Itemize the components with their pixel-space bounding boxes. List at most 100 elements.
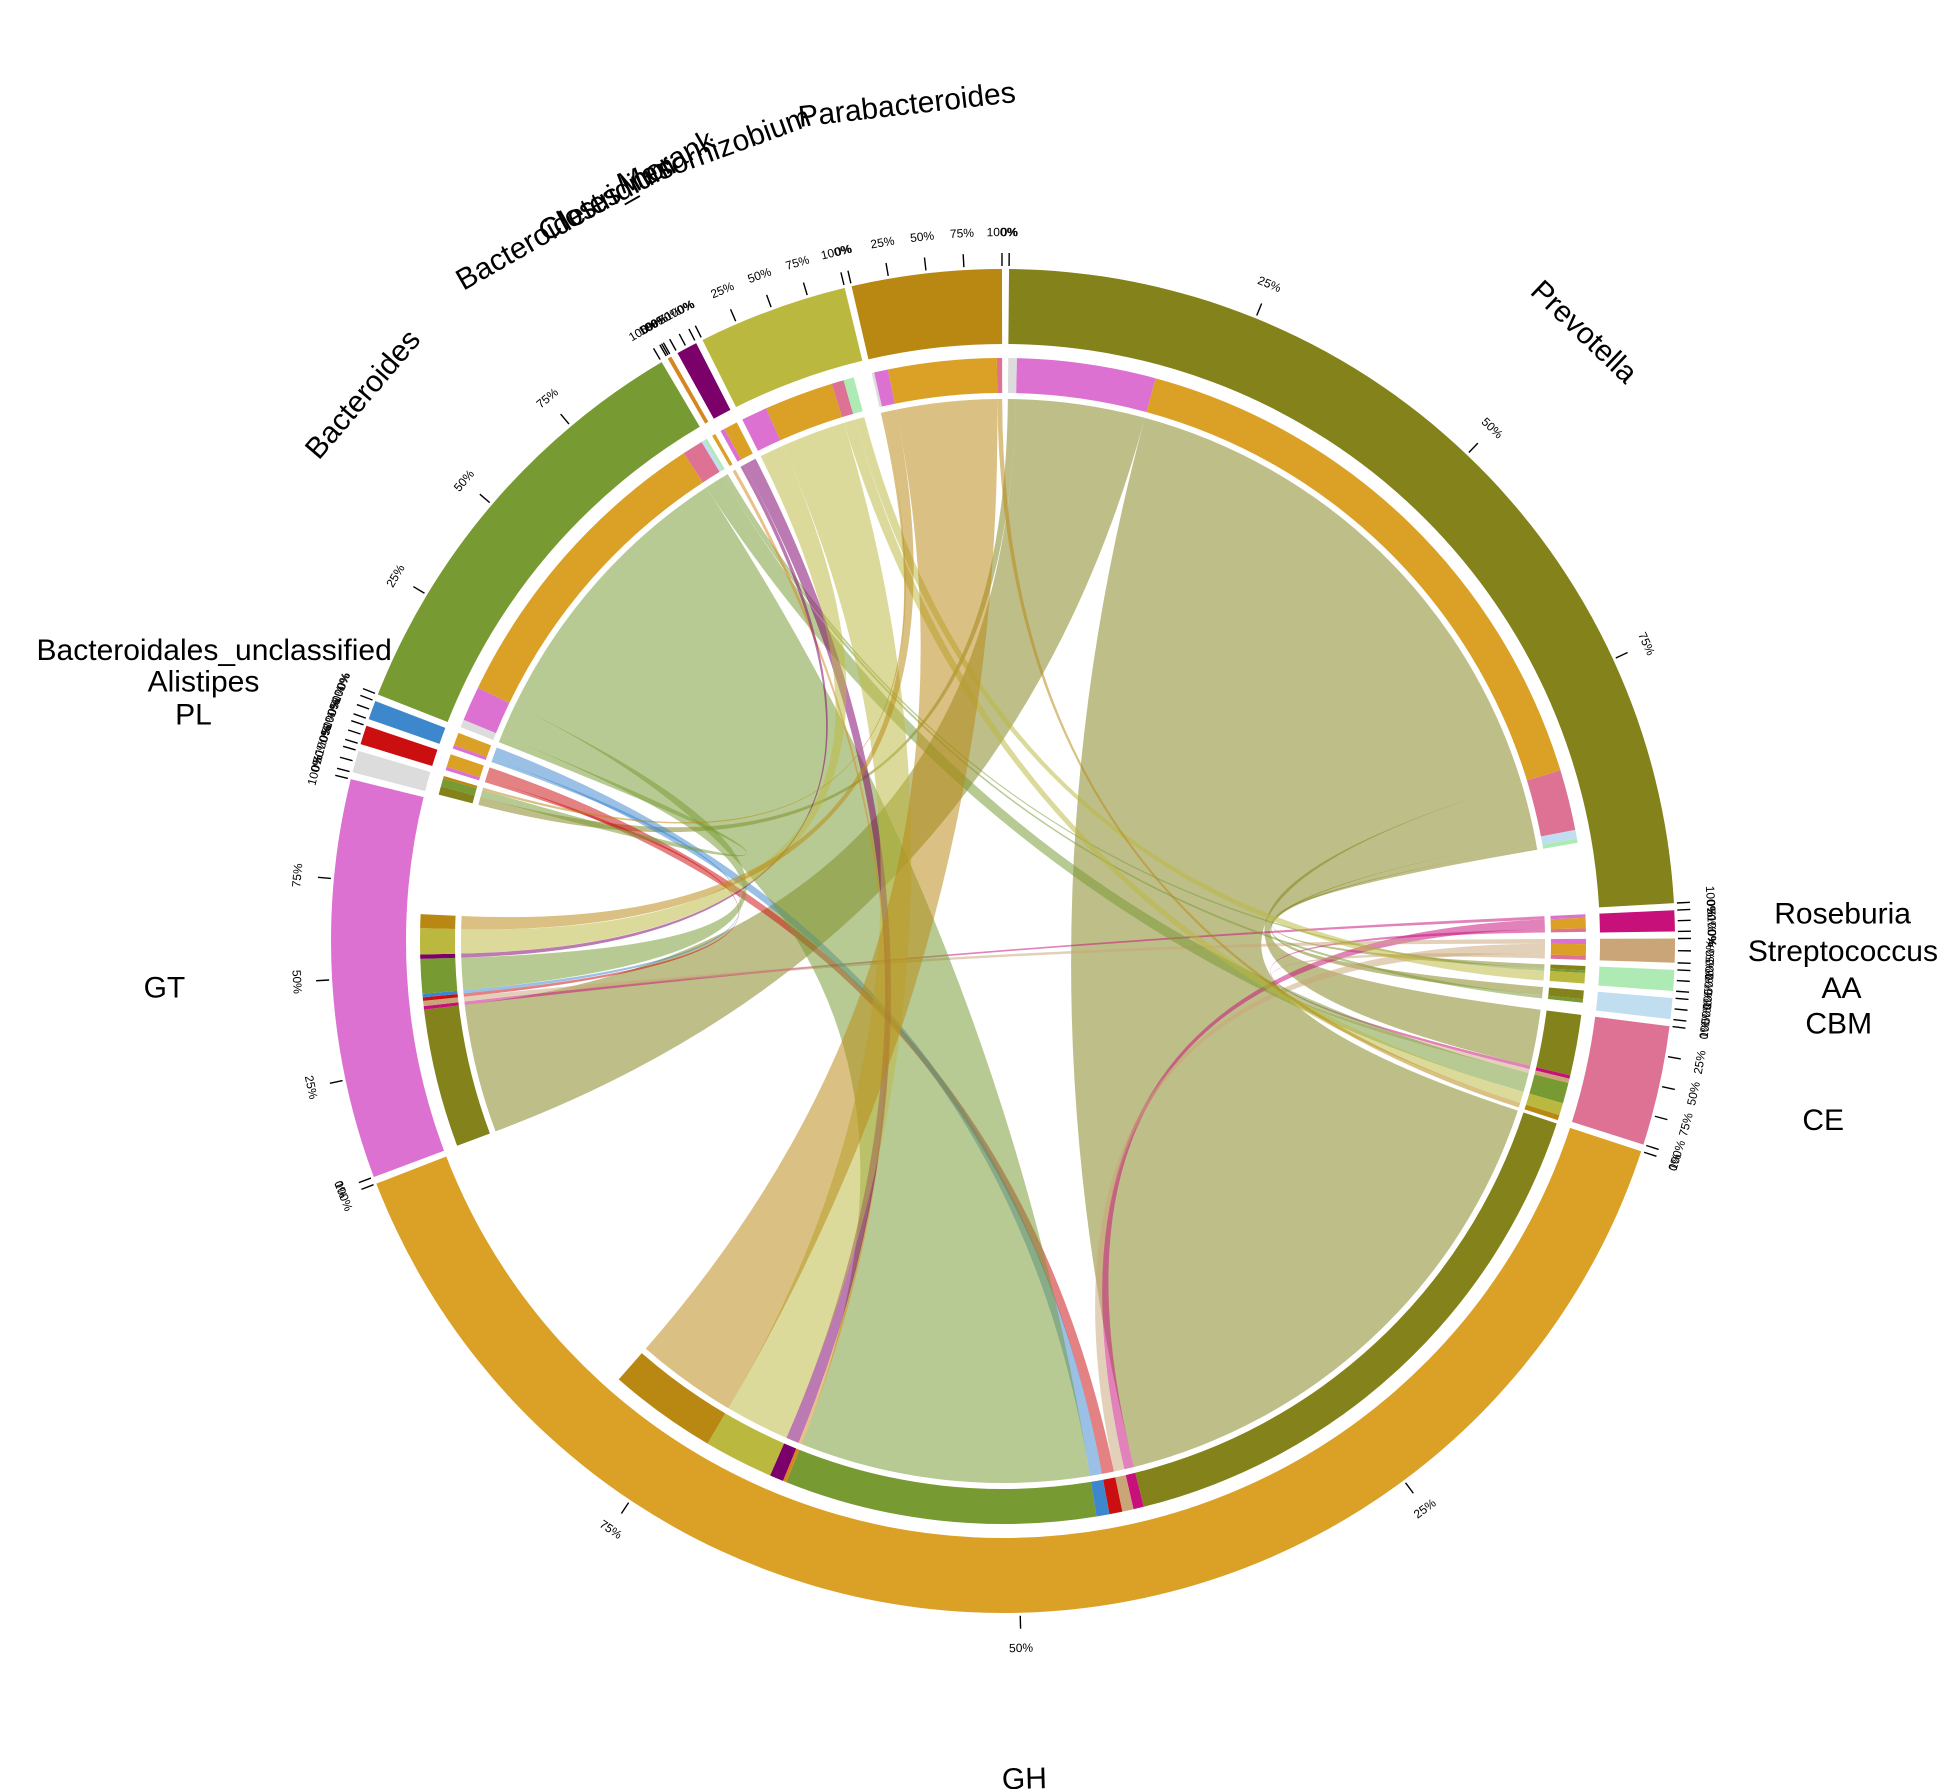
inner-seg-gh-from-bacteroides xyxy=(786,1449,1097,1524)
inner-seg-gt-from-roseburia xyxy=(423,1002,459,1010)
inner-seg-gt-from-alistipes xyxy=(422,994,458,1001)
tick-ce-3 xyxy=(1654,1115,1668,1121)
tick-label-aa-2: 50% xyxy=(1701,970,1716,995)
inner-seg-bacteroides-to-gt xyxy=(463,687,510,734)
inner-seg-mesorhizobium-to-ce xyxy=(831,380,854,418)
inner-seg-mesorhizobium-to-gh xyxy=(766,383,843,441)
tick-label-prevotella-4: 100% xyxy=(1703,885,1719,917)
inner-seg-streptococcus-to-gh xyxy=(1550,943,1586,956)
tick-label-bacteroidales-unclassified-0: 0% xyxy=(324,696,343,717)
tick-label-parabacteroides-4: 100% xyxy=(987,225,1018,239)
inner-seg-ce-from-bacteroides xyxy=(1529,1074,1569,1104)
inner-seg-ce-from-parabacteroides xyxy=(1524,1104,1560,1121)
tick-gh-0 xyxy=(1643,1151,1657,1157)
tick-parabacteroides-2 xyxy=(923,257,927,271)
inner-seg-bacteroides-to-gh xyxy=(477,453,703,703)
inner-seg-cbm-from-bacteroides xyxy=(1547,995,1584,1003)
inner-seg-bacteroidales-unclassified-to-gt xyxy=(452,745,487,761)
sector-parabacteroides xyxy=(851,269,1003,360)
tick-label-bacteroides-1: 25% xyxy=(383,562,408,590)
label-alistipes: Alistipes xyxy=(148,665,260,698)
tick-label-ce-3: 75% xyxy=(1676,1111,1696,1138)
tick-label-roseburia-0: 0% xyxy=(1704,900,1719,918)
inner-composition-track xyxy=(420,358,1586,1524)
tick-label-mesorhizobium-3: 75% xyxy=(784,252,811,272)
tick-label-parabacteroides-0: 0% xyxy=(833,242,853,260)
tick-gt-4 xyxy=(335,774,349,780)
sector-streptococcus xyxy=(1599,938,1676,963)
tick-label-bacteroides-2: 50% xyxy=(451,467,477,495)
tick-ce-0 xyxy=(1672,1025,1686,1029)
tick-aa-0 xyxy=(1677,969,1691,972)
inner-seg-gt-from-bacteroides xyxy=(420,957,458,994)
link-parabacteroides-gh xyxy=(645,399,998,1409)
tick-cbm-2 xyxy=(1674,1008,1688,1011)
tick-label-mesorhizobium-2: 50% xyxy=(746,265,774,287)
inner-seg-prevotella-to-gt xyxy=(1016,358,1156,413)
tick-bacteroides-1 xyxy=(412,585,425,594)
link-prevotella-gt xyxy=(464,399,1145,1132)
inner-seg-gh-from-clostridium xyxy=(770,1443,797,1481)
label-bacteroides: Bacteroides xyxy=(299,324,427,466)
inner-seg-gh-from-streptococcus xyxy=(1115,1475,1134,1512)
inner-seg-pl-from-bacteroides xyxy=(440,778,477,796)
inner-seg-aa-from-prevotella xyxy=(1550,964,1586,971)
inner-seg-prevotella-to-pl xyxy=(1007,358,1018,394)
label-ce: CE xyxy=(1802,1104,1844,1137)
tick-ce-2 xyxy=(1661,1085,1675,1091)
inner-seg-gt-from-prevotella xyxy=(424,1005,490,1146)
inner-seg-bacteroidales-unclassified-to-gh xyxy=(453,732,492,757)
tick-gh-3 xyxy=(620,1502,630,1514)
sector-clostridium xyxy=(677,343,731,419)
tick-alistipes-0 xyxy=(344,738,358,744)
tick-gt-2 xyxy=(316,979,330,982)
inner-seg-alistipes-to-gt xyxy=(445,766,481,781)
tick-label-cbm-2: 50% xyxy=(1698,999,1714,1025)
inner-seg-ce-from-mesorhizobium xyxy=(1525,1093,1563,1116)
tick-bacteroidetes-norank-0 xyxy=(659,344,667,357)
inner-seg-prevotella-to-ce xyxy=(1526,770,1576,837)
link-prevotella-ce xyxy=(1264,782,1541,1066)
sector-alistipes xyxy=(360,725,438,767)
tick-label-prevotella-1: 25% xyxy=(1256,273,1284,295)
tick-ce-4 xyxy=(1646,1144,1659,1151)
label-gt: GT xyxy=(144,971,186,1004)
tick-label-prevotella-3: 75% xyxy=(1635,630,1658,658)
tick-alistipes-2 xyxy=(347,729,361,735)
inner-seg-bacteroides-to-aa xyxy=(704,438,725,471)
tick-label-gt-0: 0% xyxy=(331,1179,350,1200)
sector-ce xyxy=(1571,1016,1670,1145)
inner-seg-parabacteroides-to-gt xyxy=(874,369,895,407)
inner-seg-parabacteroides-to-ce xyxy=(996,358,1003,394)
label-streptococcus: Streptococcus xyxy=(1748,935,1938,968)
link-bacteroides-gh xyxy=(514,487,1090,1483)
tick-aa-4 xyxy=(1676,990,1690,993)
inner-seg-parabacteroides-to-pl xyxy=(871,372,882,408)
tick-bacteroidales-unclassified-4 xyxy=(360,694,373,701)
sector-bacteroidetes-norank xyxy=(667,356,709,424)
tick-gt-1 xyxy=(329,1079,343,1084)
inner-seg-roseburia-to-ce xyxy=(1550,928,1586,933)
tick-label-parabacteroides-3: 75% xyxy=(950,226,975,241)
tick-label-parabacteroides-2: 50% xyxy=(909,228,935,245)
inner-seg-aa-from-bacteroides xyxy=(1550,968,1586,974)
inner-seg-bacteroides-to-cbm xyxy=(701,440,723,472)
tick-mesorhizobium-3 xyxy=(802,282,808,296)
tick-bacteroides-4 xyxy=(652,348,661,360)
label-prevotella: Prevotella xyxy=(1524,274,1644,390)
sector-bacteroidales-unclassified xyxy=(368,701,446,744)
inner-seg-gt-from-parabacteroides xyxy=(420,914,456,929)
tick-bacteroidales-unclassified-0 xyxy=(353,713,367,719)
tick-bacteroidales-unclassified-2 xyxy=(356,703,370,710)
tick-label-aa-4: 100% xyxy=(1700,978,1716,1010)
tick-alistipes-4 xyxy=(351,719,364,726)
inner-seg-streptococcus-to-ce xyxy=(1550,954,1586,960)
sector-pl xyxy=(352,750,431,792)
inner-seg-mesorhizobium-to-gt xyxy=(742,408,781,451)
tick-prevotella-1 xyxy=(1256,303,1263,316)
tick-label-bacteroides-0: 0% xyxy=(334,670,354,692)
inner-seg-gh-from-prevotella xyxy=(1135,1112,1557,1507)
tick-label-mesorhizobium-1: 25% xyxy=(708,279,736,301)
tick-label-roseburia-2: 50% xyxy=(1704,907,1719,932)
tick-gt-3 xyxy=(317,876,331,880)
